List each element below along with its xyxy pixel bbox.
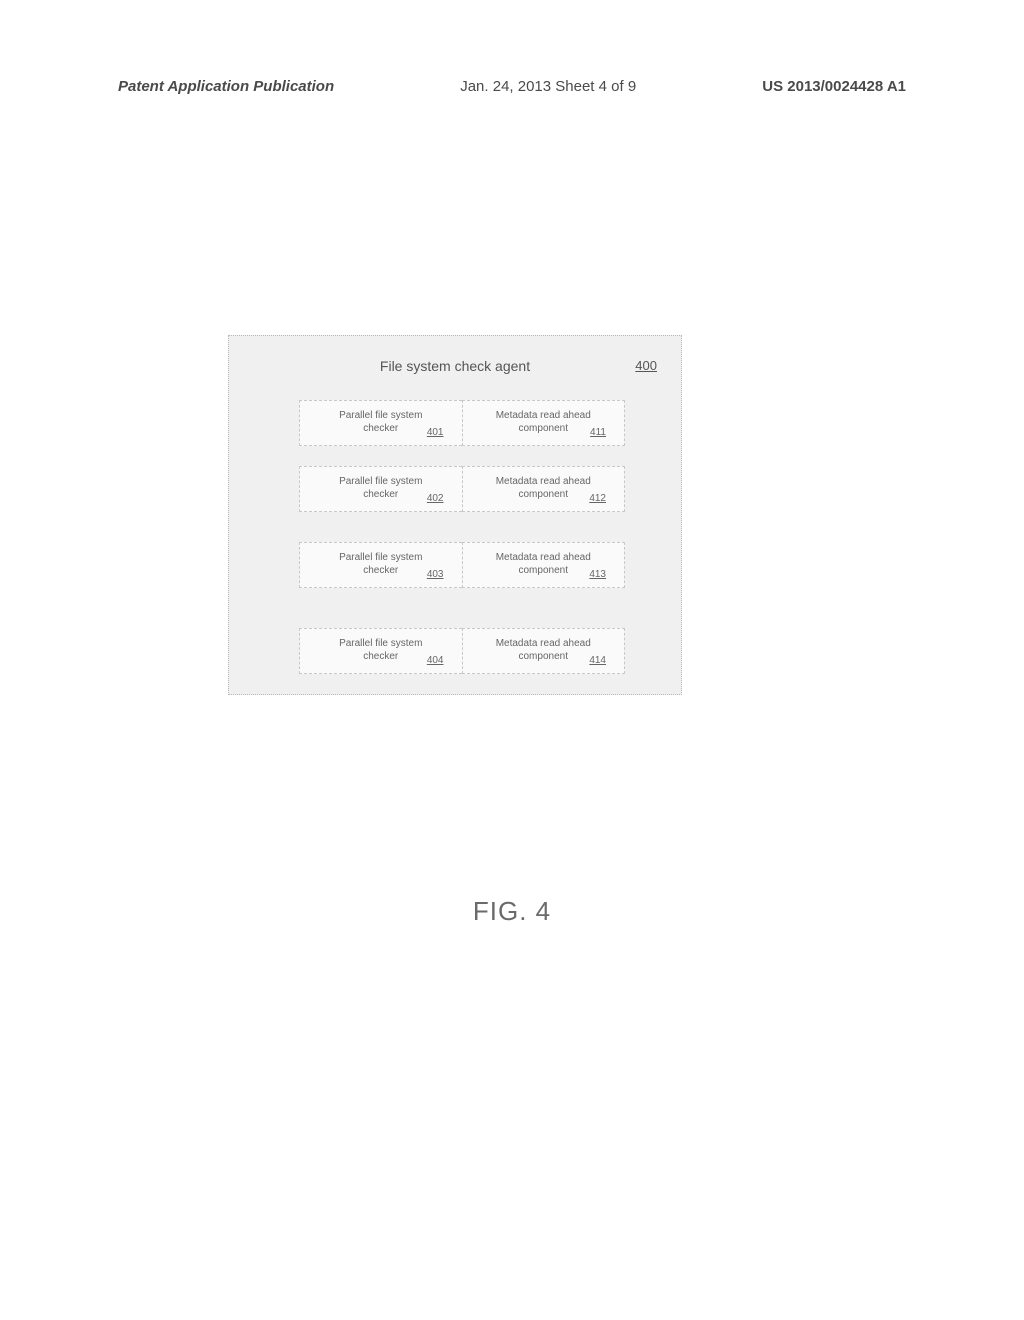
checker-pair: Parallel file systemchecker402Metadata r…: [299, 466, 625, 512]
box-line1: Parallel file system: [300, 551, 462, 564]
agent-title: File system check agent: [229, 358, 681, 374]
agent-ref: 400: [635, 358, 657, 373]
box-line1: Metadata read ahead: [463, 409, 625, 422]
metadata-component-box: Metadata read aheadcomponent414: [462, 628, 626, 674]
parallel-checker-box: Parallel file systemchecker404: [299, 628, 462, 674]
box-ref: 404: [427, 654, 444, 667]
box-ref: 412: [589, 492, 606, 505]
box-ref: 402: [427, 492, 444, 505]
checker-pair: Parallel file systemchecker401Metadata r…: [299, 400, 625, 446]
box-line1: Parallel file system: [300, 637, 462, 650]
parallel-checker-box: Parallel file systemchecker401: [299, 400, 462, 446]
header-center: Jan. 24, 2013 Sheet 4 of 9: [460, 78, 636, 95]
box-ref: 403: [427, 568, 444, 581]
agent-box: File system check agent 400 Parallel fil…: [228, 335, 682, 695]
box-line1: Metadata read ahead: [463, 637, 625, 650]
figure-caption: FIG. 4: [0, 896, 1024, 927]
header-left: Patent Application Publication: [118, 78, 334, 95]
parallel-checker-box: Parallel file systemchecker402: [299, 466, 462, 512]
box-ref: 413: [589, 568, 606, 581]
box-ref: 401: [427, 426, 444, 439]
header-right: US 2013/0024428 A1: [762, 78, 906, 95]
metadata-component-box: Metadata read aheadcomponent413: [462, 542, 626, 588]
figure-4: File system check agent 400 Parallel fil…: [228, 335, 682, 695]
page-header: Patent Application Publication Jan. 24, …: [0, 78, 1024, 95]
box-line1: Metadata read ahead: [463, 475, 625, 488]
box-line1: Parallel file system: [300, 475, 462, 488]
checker-pair: Parallel file systemchecker403Metadata r…: [299, 542, 625, 588]
metadata-component-box: Metadata read aheadcomponent412: [462, 466, 626, 512]
metadata-component-box: Metadata read aheadcomponent411: [462, 400, 626, 446]
box-line1: Metadata read ahead: [463, 551, 625, 564]
box-ref: 411: [590, 426, 606, 439]
box-ref: 414: [589, 654, 606, 667]
checker-pair: Parallel file systemchecker404Metadata r…: [299, 628, 625, 674]
parallel-checker-box: Parallel file systemchecker403: [299, 542, 462, 588]
box-line1: Parallel file system: [300, 409, 462, 422]
